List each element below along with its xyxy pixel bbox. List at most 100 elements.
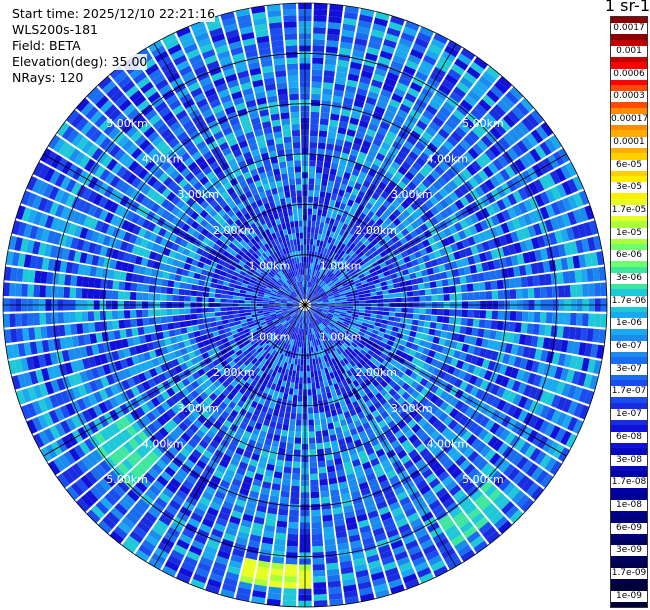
ray-gate: [154, 365, 164, 375]
ray-gate: [240, 394, 248, 403]
ray-gate: [359, 525, 372, 534]
ray-gate: [320, 274, 326, 281]
ray-gate: [453, 221, 463, 232]
ray-gate: [346, 256, 354, 264]
ray-gate: [323, 532, 335, 540]
ray-gate: [374, 322, 382, 328]
ray-gate: [43, 412, 54, 427]
ray-gate: [477, 328, 485, 338]
ray-gate: [277, 290, 284, 295]
ray-gate: [379, 277, 386, 283]
ray-gate: [338, 53, 351, 62]
ray-gate: [214, 335, 222, 342]
ray-gate: [352, 311, 359, 315]
ray-gate: [288, 369, 293, 377]
ray-gate: [346, 265, 353, 272]
ray-gate: [281, 367, 286, 375]
ray-gate: [379, 50, 393, 60]
ray-gate: [332, 187, 339, 195]
ray-gate: [341, 252, 348, 259]
ray-gate: [483, 271, 491, 281]
ray-gate: [54, 422, 66, 437]
ray-gate: [362, 64, 375, 74]
ray-gate: [300, 353, 304, 360]
ray-gate: [473, 346, 482, 356]
ray-gate: [215, 406, 224, 415]
ray-gate: [123, 231, 132, 242]
ray-gate: [507, 391, 517, 404]
ray-gate: [328, 298, 335, 301]
ray-gate: [463, 266, 472, 275]
ray-gate: [502, 446, 514, 459]
ray-gate: [223, 419, 232, 429]
ray-gate: [403, 459, 414, 470]
ray-gate: [373, 401, 382, 410]
ray-gate: [272, 377, 279, 385]
ray-gate: [174, 426, 184, 436]
ray-gate: [316, 154, 325, 162]
ray-gate: [370, 117, 381, 127]
ray-gate: [318, 288, 324, 294]
ray-gate: [265, 318, 273, 324]
ray-gate: [279, 373, 285, 381]
ray-gate: [424, 314, 432, 322]
ray-gate: [245, 342, 253, 349]
ray-gate: [454, 126, 467, 138]
ray-gate: [402, 65, 416, 76]
ray-gate: [502, 321, 510, 332]
ray-gate: [536, 336, 545, 349]
ray-gate: [253, 516, 265, 525]
ray-gate: [155, 206, 166, 217]
ray-gate: [331, 501, 342, 509]
ray-gate: [33, 284, 40, 298]
ray-gate: [88, 277, 96, 288]
ray-gate: [357, 450, 367, 459]
ray-gate: [463, 526, 477, 539]
ray-gate: [103, 399, 114, 411]
ray-gate: [162, 271, 170, 280]
ray-gate: [284, 460, 293, 468]
ray-gate: [495, 330, 503, 341]
ray-gate: [245, 312, 252, 316]
ray-gate: [330, 238, 336, 245]
ray-gate: [354, 325, 361, 331]
ray-gate: [229, 279, 237, 285]
ray-gate: [204, 387, 213, 397]
ray-gate: [528, 181, 540, 195]
ray-gate: [409, 48, 424, 60]
ray-gate: [274, 538, 286, 546]
ray-gate: [167, 554, 182, 567]
ray-gate: [315, 326, 320, 333]
ray-gate: [346, 296, 353, 300]
ray-gate: [287, 301, 294, 304]
ray-gate: [324, 334, 329, 341]
ray-gate: [504, 343, 513, 354]
ray-gate: [415, 271, 423, 278]
ray-gate: [22, 268, 30, 283]
ray-gate: [31, 355, 41, 369]
ray-gate: [257, 293, 264, 298]
ray-gate: [152, 340, 161, 350]
ray-gate: [327, 236, 333, 244]
ray-gate: [453, 251, 462, 260]
ray-gate: [368, 320, 376, 326]
ray-gate: [94, 431, 106, 445]
ray-gate: [320, 282, 326, 288]
ray-gate: [242, 366, 250, 374]
ray-gate: [243, 430, 252, 439]
ray-gate: [301, 328, 304, 336]
ray-gate: [259, 348, 266, 356]
ray-gate: [485, 394, 496, 406]
ray-gate: [309, 358, 313, 366]
ray-gate: [98, 196, 109, 209]
ray-gate: [135, 309, 143, 318]
ray-gate: [227, 286, 235, 292]
ray-gate: [263, 295, 270, 299]
ray-gate: [400, 339, 408, 347]
ray-gate: [342, 342, 349, 349]
ray-gate: [364, 313, 371, 317]
ray-gate: [236, 587, 252, 596]
ray-gate: [287, 436, 295, 444]
ray-gate: [426, 174, 436, 184]
ray-gate: [548, 259, 557, 272]
